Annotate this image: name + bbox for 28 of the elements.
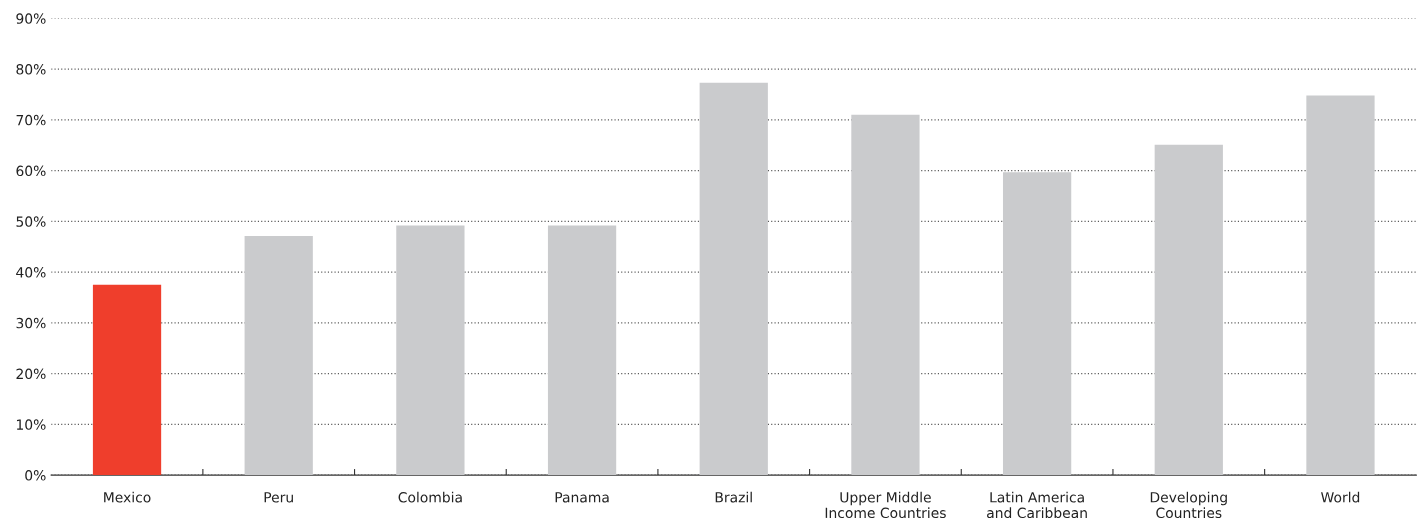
x-tick-label: World <box>1321 491 1360 503</box>
x-tick-label: Upper Middle Income Countries <box>825 491 946 519</box>
bar <box>1306 95 1375 476</box>
y-tick-label: 60% <box>16 165 46 177</box>
x-tick-label: Peru <box>264 492 293 503</box>
bar <box>244 236 313 476</box>
bar <box>851 114 920 476</box>
y-tick-label: 70% <box>16 114 46 126</box>
bar <box>396 225 465 476</box>
x-tick-label: Developing Countries <box>1150 491 1227 519</box>
bar <box>1002 172 1072 476</box>
bar <box>699 82 768 476</box>
y-tick-label: 50% <box>16 216 46 227</box>
y-tick-label: 90% <box>16 13 46 24</box>
y-tick-label: 80% <box>16 64 46 75</box>
y-tick-label: 0% <box>25 470 46 481</box>
x-tick-label: Latin America and Caribbean <box>987 491 1087 519</box>
y-tick-label: 20% <box>16 368 46 380</box>
x-tick-label: Brazil <box>715 491 752 503</box>
y-tick-label: 10% <box>16 419 46 430</box>
x-tick-label: Mexico <box>104 491 151 503</box>
bar <box>1154 144 1223 476</box>
bar <box>92 284 162 476</box>
bar <box>547 225 617 476</box>
x-tick-label: Panama <box>555 492 609 503</box>
y-tick-label: 40% <box>16 267 46 278</box>
x-tick-label: Colombia <box>398 491 462 503</box>
y-tick-label: 30% <box>16 317 46 329</box>
